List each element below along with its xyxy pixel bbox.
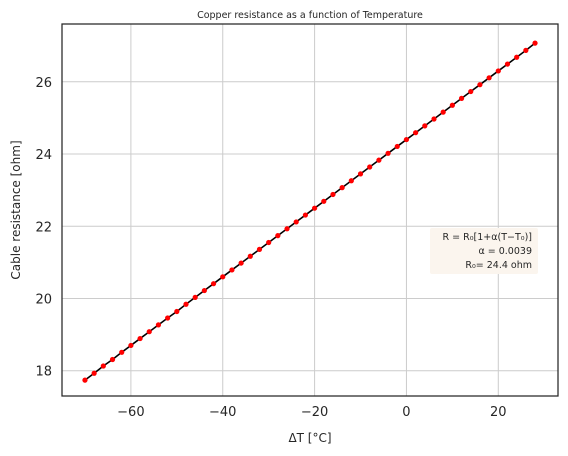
data-point — [523, 47, 529, 53]
data-point — [210, 281, 217, 287]
data-point — [146, 329, 152, 335]
data-point — [229, 267, 235, 273]
data-point — [413, 130, 419, 136]
x-axis-label: ΔT [°C] — [288, 431, 331, 445]
data-point — [284, 226, 290, 232]
data-point — [376, 157, 382, 163]
data-point — [458, 95, 465, 101]
x-tick-label: −20 — [301, 405, 328, 420]
data-point — [532, 40, 538, 46]
x-tick-label: −40 — [209, 405, 236, 420]
x-tick-label: 0 — [402, 405, 410, 420]
y-tick-label: 26 — [35, 76, 52, 91]
grid — [62, 24, 558, 396]
formula-annotation: R = R₀[1+α(T−T₀)] α = 0.0039 R₀= 24.4 oh… — [430, 228, 538, 274]
data-point — [183, 301, 189, 307]
data-point — [394, 143, 400, 150]
data-point — [486, 75, 492, 81]
data-point — [449, 102, 455, 108]
data-point — [100, 363, 106, 369]
annotation-background — [430, 228, 538, 274]
data-point — [256, 246, 263, 252]
x-tick-label: −60 — [117, 405, 144, 420]
data-point — [431, 116, 437, 122]
data-point — [348, 178, 354, 184]
data-point — [128, 342, 134, 349]
data-point — [109, 356, 116, 363]
data-point — [385, 150, 391, 156]
y-tick-label: 22 — [35, 220, 52, 235]
data-point — [495, 68, 501, 74]
data-point — [275, 233, 281, 239]
data-point — [293, 219, 299, 225]
data-point — [192, 294, 198, 300]
annotation-r0: R₀= 24.4 ohm — [465, 260, 532, 271]
y-tick-label: 20 — [35, 292, 52, 307]
data-point — [220, 274, 226, 280]
x-axis-ticks: −60 −40 −20 0 20 — [117, 405, 506, 420]
series-line — [84, 42, 536, 381]
chart-title: Copper resistance as a function of Tempe… — [197, 10, 423, 21]
data-point — [357, 171, 364, 177]
data-point — [440, 109, 446, 115]
data-point — [91, 370, 97, 376]
annotation-formula: R = R₀[1+α(T−T₀)] — [443, 232, 532, 243]
data-point — [137, 335, 143, 342]
data-point — [165, 315, 171, 321]
data-point — [477, 82, 483, 88]
data-point — [321, 198, 327, 204]
data-point — [238, 260, 244, 266]
y-tick-label: 24 — [35, 148, 52, 163]
annotation-alpha: α = 0.0039 — [478, 246, 532, 257]
data-point — [119, 349, 125, 355]
data-point — [311, 205, 318, 211]
data-point — [504, 61, 511, 67]
data-point — [82, 377, 88, 383]
y-axis-ticks: 18 20 22 24 26 — [35, 76, 52, 380]
data-point — [302, 212, 309, 218]
data-point — [422, 123, 428, 129]
data-point — [514, 54, 520, 60]
plot-frame — [61, 23, 559, 397]
data-point — [155, 322, 162, 328]
data-point — [201, 287, 207, 294]
x-tick-label: 20 — [490, 405, 507, 420]
data-point — [367, 164, 373, 170]
data-point — [403, 136, 410, 143]
series-layer — [82, 40, 538, 383]
y-tick-label: 18 — [35, 365, 52, 380]
data-point — [266, 239, 272, 246]
data-point — [339, 185, 345, 191]
data-point — [174, 308, 180, 315]
data-point — [330, 191, 336, 198]
y-axis-label: Cable resistance [ohm] — [9, 140, 23, 279]
data-point — [247, 253, 253, 259]
data-point — [468, 88, 474, 95]
